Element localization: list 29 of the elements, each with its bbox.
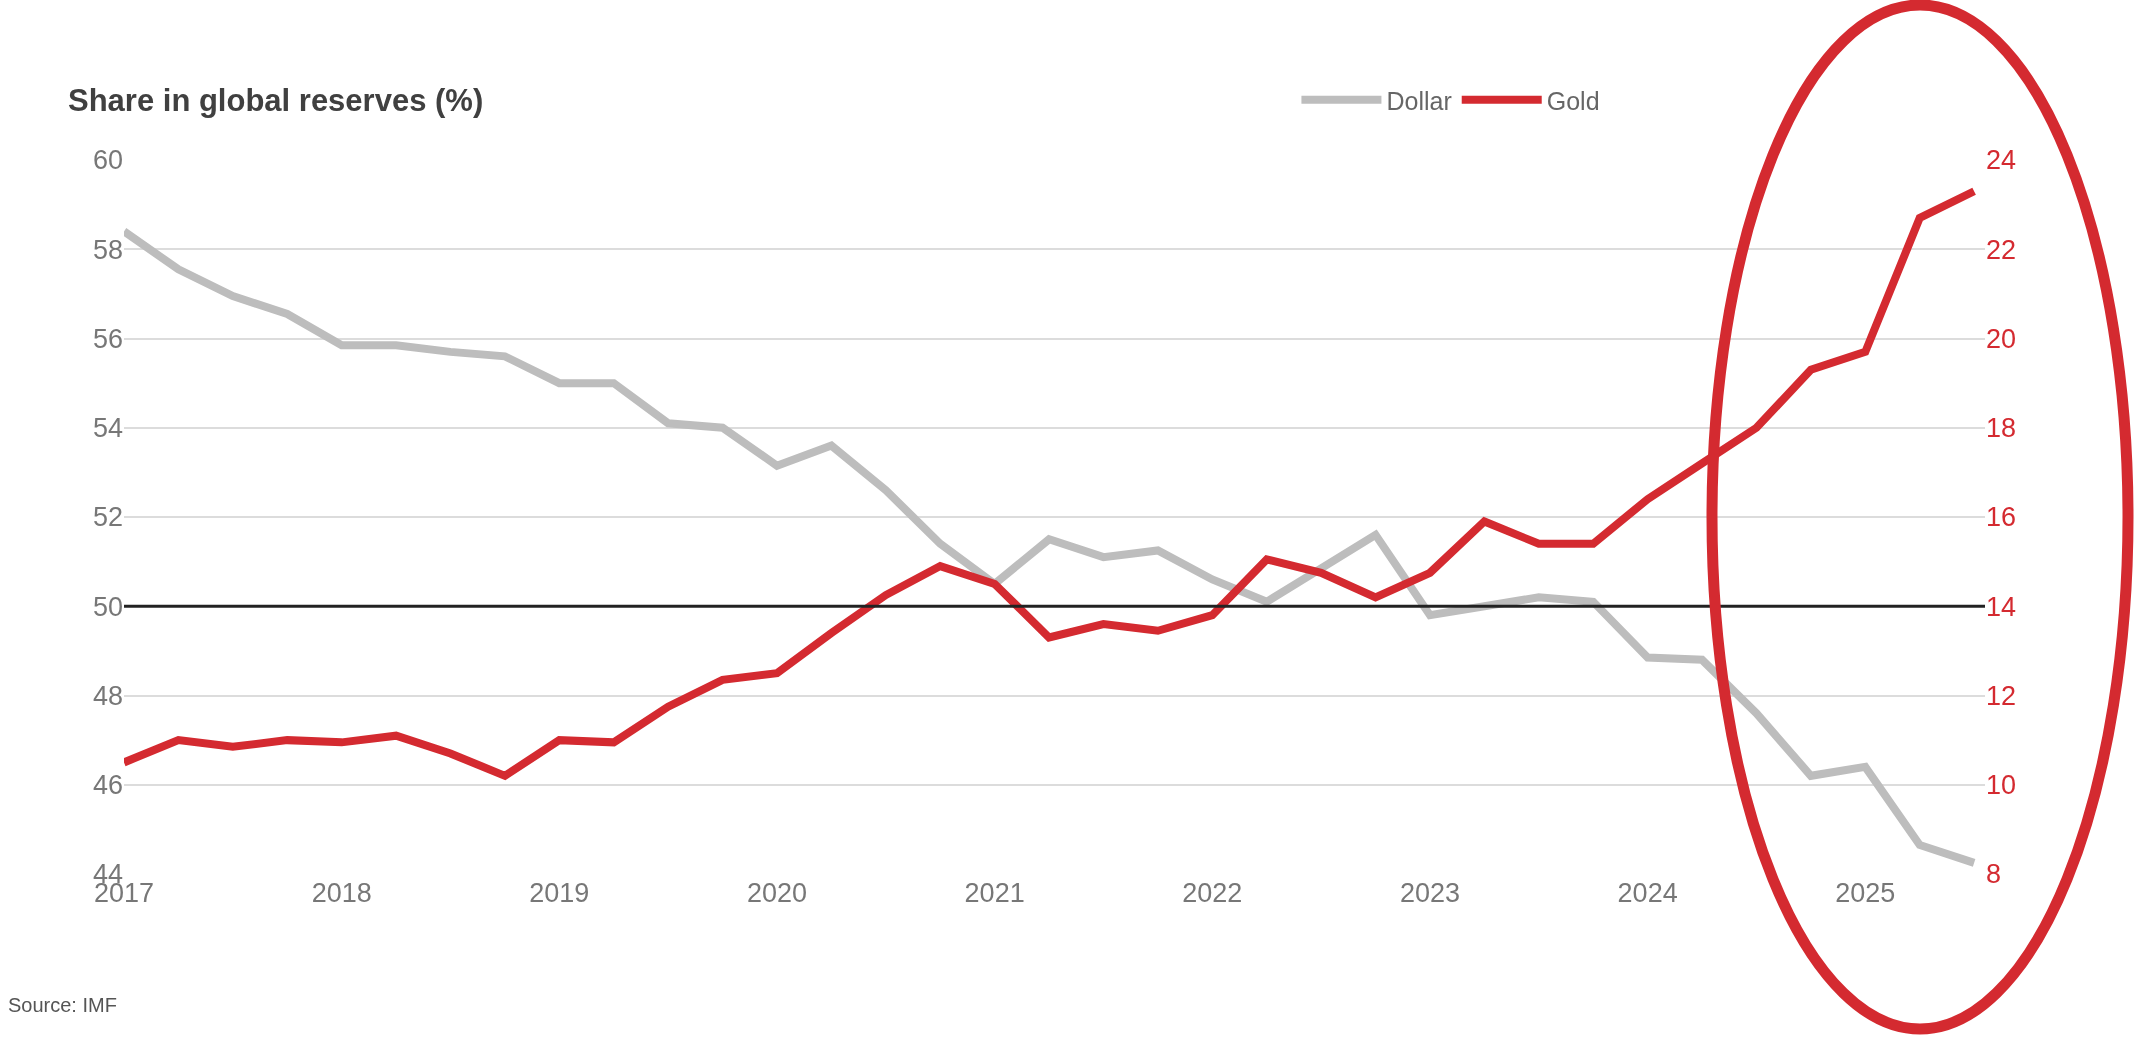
y2-tick-label: 8 [1986,859,2002,890]
y2-tick-label: 12 [1986,680,2017,711]
y2-tick-label: 18 [1986,413,2017,444]
y2-tick-label: 20 [1986,323,2017,354]
x-tick-label: 2021 [964,878,1025,908]
legend-label: Gold [1546,86,1600,115]
x-tick-label: 2024 [1617,878,1678,908]
y-tick-label: 60 [92,145,123,176]
y2-tick-label: 10 [1986,770,2017,801]
y-tick-label: 48 [92,680,123,711]
x-tick-label: 2019 [529,878,590,908]
source-note: Source: IMF [8,994,117,1016]
y-tick-label: 46 [92,770,123,801]
y-tick-label: 54 [92,413,123,444]
x-tick-label: 2025 [1835,878,1896,908]
y2-tick-label: 22 [1986,234,2017,265]
y2-tick-label: 14 [1986,591,2017,622]
y2-tick-label: 24 [1986,145,2017,176]
y-tick-label: 58 [92,234,123,265]
y-tick-label: 56 [92,323,123,354]
legend-label: Dollar [1386,86,1452,115]
y-tick-label: 50 [92,591,123,622]
y-tick-label: 52 [92,502,123,533]
x-tick-label: 2020 [746,878,808,908]
x-tick-label: 2022 [1182,878,1243,908]
chart-title: Share in global reserves (%) [68,82,484,118]
x-tick-label: 2023 [1399,878,1460,908]
y2-tick-label: 16 [1986,502,2017,533]
x-tick-label: 2018 [311,878,372,908]
